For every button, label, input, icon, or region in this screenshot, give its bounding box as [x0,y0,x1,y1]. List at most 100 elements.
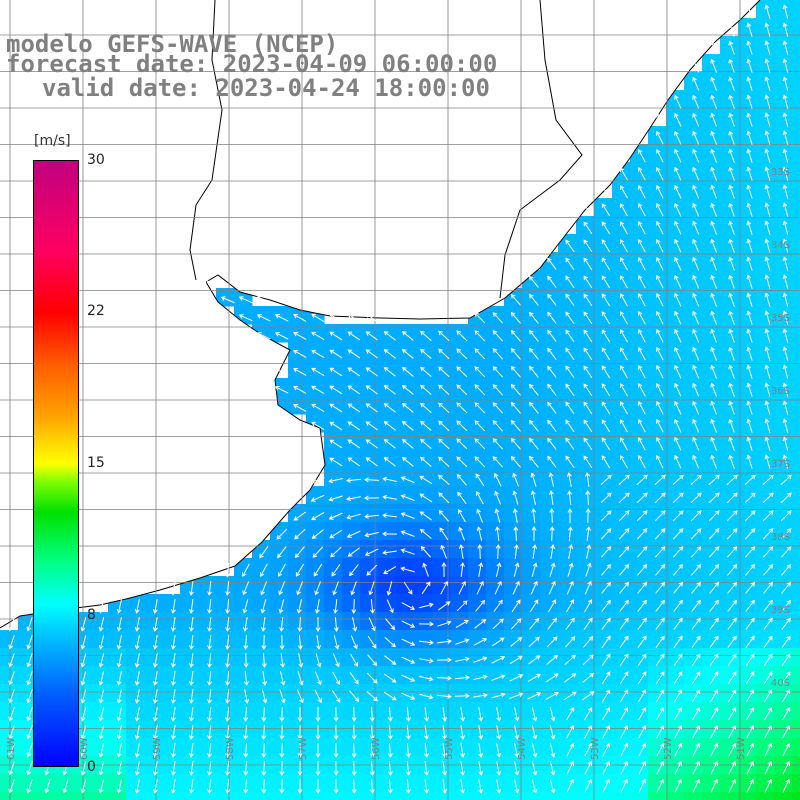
wind-arrow [728,94,735,109]
wind-arrow [512,580,520,595]
speed-cell [594,450,613,469]
wind-arrow [782,454,789,469]
wind-arrow [315,778,321,794]
speed-cell [774,648,793,667]
speed-cell [234,648,253,667]
wind-arrow [274,332,289,340]
speed-cell [684,486,703,505]
wind-arrow [297,634,303,650]
speed-cell [576,324,595,343]
wind-arrow [189,652,194,668]
speed-cell [756,54,775,73]
wind-arrow [782,184,789,199]
speed-cell [576,378,595,397]
speed-cell [0,774,19,793]
wind-arrow [584,725,593,739]
wind-arrow [279,724,285,740]
speed-cell [324,720,343,739]
speed-cell [702,468,721,487]
wind-arrow [637,635,647,648]
speed-cell [612,558,631,577]
speed-cell [432,738,451,757]
speed-cell [216,684,235,703]
speed-cell [522,540,541,559]
speed-cell [558,648,577,667]
wind-arrow [567,490,573,506]
wind-arrow [80,635,87,650]
speed-cell [756,72,775,91]
speed-cell [216,792,235,800]
wind-arrow [401,438,414,449]
wind-arrow [116,761,123,776]
speed-cell [792,702,800,721]
speed-cell [378,738,397,757]
wind-arrow [764,346,771,361]
wind-arrow [331,689,341,703]
wind-arrow [583,257,593,271]
speed-cell [648,414,667,433]
speed-cell [774,540,793,559]
speed-cell [630,630,649,649]
wind-arrow [352,617,358,632]
speed-cell [360,342,379,361]
wind-arrow [656,220,664,235]
wind-arrow [496,779,502,794]
wind-arrow [509,692,524,699]
wind-arrow [727,599,737,612]
speed-cell [792,216,800,235]
speed-cell [756,198,775,217]
speed-cell [306,342,325,361]
wind-arrow [763,689,773,703]
speed-cell [774,486,793,505]
wind-arrow [297,671,304,686]
speed-cell [792,558,800,577]
wind-arrow [510,618,522,630]
speed-cell [342,702,361,721]
wind-arrow [492,330,504,342]
speed-cell [612,180,631,199]
wind-arrow [565,257,575,271]
wind-arrow [456,438,468,450]
speed-cell [756,360,775,379]
wind-arrow [116,617,123,632]
wind-arrow [691,563,702,576]
speed-cell [756,450,775,469]
wind-arrow [674,292,682,307]
wind-arrow [673,599,683,612]
speed-cell [342,504,361,523]
wind-arrow [220,296,235,304]
speed-cell [630,378,649,397]
wind-arrow [619,455,628,469]
wind-arrow [383,367,396,377]
wind-arrow [728,454,735,469]
wind-arrow [456,402,468,414]
wind-arrow [745,689,755,703]
wind-arrow [238,296,253,304]
wind-arrow [728,166,735,181]
wind-arrow [315,760,321,776]
speed-cell [144,684,163,703]
speed-cell [558,504,577,523]
wind-arrow [692,148,700,163]
speed-cell [414,468,433,487]
speed-cell [648,684,667,703]
speed-cell [396,738,415,757]
speed-cell [648,468,667,487]
wind-arrow [293,385,307,394]
speed-cell [378,576,397,595]
wind-arrow [548,580,556,595]
wind-arrow [547,257,557,270]
wind-arrow [567,508,573,524]
wind-arrow [405,724,411,740]
wind-arrow [710,364,718,379]
wind-arrow [764,310,771,325]
wind-arrow [277,563,286,577]
speed-cell [594,612,613,631]
speed-cell [270,306,289,325]
speed-cell [18,648,37,667]
speed-cell [288,648,307,667]
wind-arrow [710,742,718,757]
speed-cell [774,360,793,379]
wind-arrow [473,638,488,646]
wind-arrow [207,706,213,722]
